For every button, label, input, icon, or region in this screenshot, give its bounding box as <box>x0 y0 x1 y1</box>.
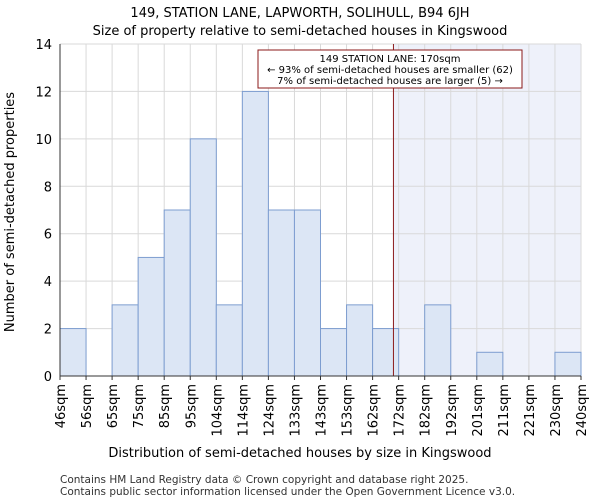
x-tick-label: 143sqm <box>315 384 330 437</box>
bar <box>215 304 243 377</box>
x-tick-label: 192sqm <box>445 384 460 437</box>
y-tick-label: 14 <box>35 38 52 53</box>
chart-title: 149, STATION LANE, LAPWORTH, SOLIHULL, B… <box>130 6 469 21</box>
y-axis-label: Number of semi-detached properties <box>3 92 18 332</box>
bar <box>320 328 348 377</box>
x-tick-label: 85sqm <box>158 384 173 428</box>
larger-region <box>393 44 581 376</box>
x-tick-label: 114sqm <box>236 384 251 437</box>
x-tick-label: 240sqm <box>575 384 590 437</box>
x-tick-label: 211sqm <box>497 384 512 437</box>
annotation-box <box>257 49 523 89</box>
bar <box>59 328 87 377</box>
bar <box>241 90 269 377</box>
x-tick-label: 162sqm <box>367 384 382 437</box>
bar <box>267 209 295 377</box>
x-tick-label: 172sqm <box>393 384 408 437</box>
annotation-line-1: 149 STATION LANE: 170sqm <box>320 54 461 65</box>
annotation-line-3: 7% of semi-detached houses are larger (5… <box>277 76 503 87</box>
footer-line-2: Contains public sector information licen… <box>60 486 515 498</box>
x-tick-label: 56sqm <box>80 384 95 428</box>
x-tick-label: 46sqm <box>54 384 69 428</box>
y-tick-label: 0 <box>44 370 52 385</box>
bar <box>554 351 582 377</box>
bar <box>111 304 139 377</box>
marker-annotation: 149 STATION LANE: 170sqm ← 93% of semi-d… <box>257 49 523 89</box>
y-tick-label: 10 <box>35 133 52 148</box>
y-tick-label: 2 <box>44 323 52 338</box>
y-tick-label: 4 <box>44 275 52 290</box>
x-tick-label: 124sqm <box>262 384 277 437</box>
x-tick-label: 95sqm <box>184 384 199 428</box>
bar <box>372 328 400 377</box>
y-tick-label: 6 <box>44 228 52 243</box>
plot-area: 0 2 4 6 8 10 12 14 46sqm 56sqm 65sqm 75sqm 85sqm 95sq… <box>35 38 590 437</box>
chart-subtitle: Size of property relative to semi-detach… <box>93 24 508 39</box>
annotation-line-2: ← 93% of semi-detached houses are smalle… <box>267 65 513 76</box>
x-axis-label: Distribution of semi-detached houses by … <box>108 446 491 461</box>
x-tick-label: 201sqm <box>471 384 486 437</box>
x-tick-label: 182sqm <box>419 384 434 437</box>
bar <box>424 304 452 377</box>
x-tick-label: 221sqm <box>523 384 538 437</box>
x-tick-label: 65sqm <box>106 384 121 428</box>
y-tick-label: 8 <box>44 180 52 195</box>
footer-line-1: Contains HM Land Registry data © Crown c… <box>60 474 468 486</box>
x-tick-label: 153sqm <box>341 384 356 437</box>
bar <box>137 256 165 377</box>
bar <box>163 209 191 377</box>
bar <box>293 209 322 377</box>
bar <box>476 351 504 377</box>
x-tick-label: 133sqm <box>288 384 303 437</box>
y-tick-label: 12 <box>35 85 52 100</box>
bar <box>189 138 217 377</box>
x-tick-label: 104sqm <box>210 384 225 437</box>
x-tick-label: 75sqm <box>132 384 147 428</box>
x-tick-label: 230sqm <box>549 384 564 437</box>
bar <box>346 304 374 377</box>
